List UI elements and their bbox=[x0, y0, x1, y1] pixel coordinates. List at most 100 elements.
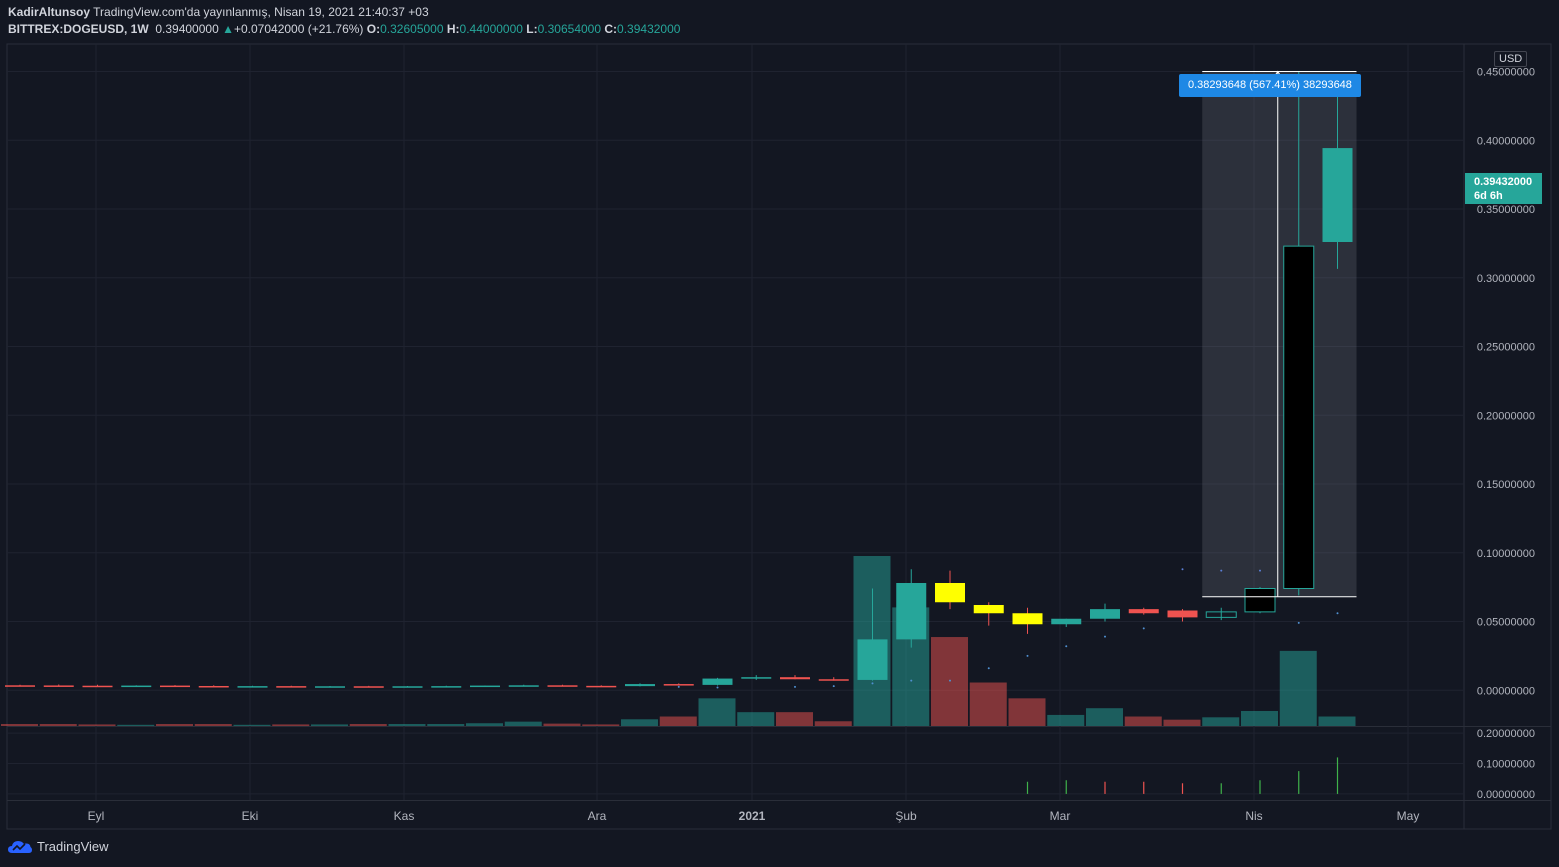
candle-body bbox=[857, 639, 888, 680]
candle-body bbox=[160, 685, 190, 688]
marker-dot bbox=[1336, 612, 1339, 615]
volume-bar bbox=[1202, 717, 1240, 726]
x-tick-label: Mar bbox=[1050, 809, 1071, 823]
y-tick-label: 0.15000000 bbox=[1477, 479, 1535, 491]
x-tick-label: Eyl bbox=[88, 809, 105, 823]
volume-bar bbox=[1086, 708, 1123, 726]
volume-bar bbox=[388, 724, 426, 726]
volume-bar bbox=[543, 723, 581, 726]
close-value: 0.39432000 bbox=[617, 22, 681, 36]
candle-body bbox=[1322, 148, 1353, 242]
volume-bar bbox=[466, 723, 503, 726]
volume-bar bbox=[776, 712, 813, 726]
marker-dot bbox=[987, 667, 990, 670]
currency-button[interactable]: USD bbox=[1494, 51, 1528, 67]
marker-dot bbox=[949, 679, 951, 682]
volume-bar bbox=[1, 724, 38, 726]
volume-bar bbox=[659, 716, 697, 726]
volume-bar bbox=[156, 724, 193, 726]
candle-body bbox=[1283, 245, 1315, 589]
x-tick-label: Şub bbox=[895, 809, 917, 823]
indicator-tick-label: 0.10000000 bbox=[1477, 759, 1535, 771]
candle-body bbox=[586, 685, 617, 688]
x-tick-label: Kas bbox=[394, 809, 415, 823]
y-tick-label: 0.20000000 bbox=[1477, 410, 1535, 422]
volume-bar bbox=[504, 721, 542, 726]
indicator-tick-label: 0.00000000 bbox=[1477, 789, 1535, 801]
marker-dot bbox=[1142, 627, 1145, 630]
marker-dot bbox=[832, 685, 835, 688]
marker-dot bbox=[1181, 568, 1184, 571]
candle-body bbox=[702, 678, 733, 685]
marker-dot bbox=[1104, 635, 1106, 638]
marker-dot bbox=[910, 679, 913, 682]
y-tick-label: 0.25000000 bbox=[1477, 342, 1535, 354]
volume-bar bbox=[427, 724, 465, 726]
candle-body bbox=[780, 677, 810, 680]
marker-dot bbox=[1220, 569, 1223, 572]
volume-bar bbox=[349, 724, 387, 726]
x-tick-label: Eki bbox=[242, 809, 259, 823]
y-tick-label: 0.10000000 bbox=[1477, 548, 1535, 560]
tradingview-logo[interactable]: TradingView bbox=[8, 839, 109, 854]
candle-body bbox=[353, 686, 384, 688]
volume-bar bbox=[582, 724, 620, 726]
high-value: 0.44000000 bbox=[459, 22, 523, 36]
candle-body bbox=[276, 686, 307, 688]
x-tick-label: May bbox=[1397, 809, 1420, 823]
volume-bar bbox=[78, 724, 116, 726]
candle-body bbox=[818, 679, 849, 681]
current-price-tag: 0.39432000 6d 6h bbox=[1465, 173, 1542, 204]
current-price-value: 0.39432000 bbox=[1474, 176, 1533, 188]
candle-body bbox=[547, 685, 578, 687]
candle-body bbox=[1128, 609, 1159, 614]
candle-body bbox=[1167, 610, 1198, 618]
volume-bar bbox=[194, 724, 232, 726]
y-tick-label: 0.05000000 bbox=[1477, 617, 1535, 629]
marker-dot bbox=[1026, 654, 1029, 657]
marker-dot bbox=[1297, 621, 1300, 624]
close-label: C: bbox=[604, 22, 618, 36]
volume-bar bbox=[1124, 716, 1162, 726]
volume-bar bbox=[1008, 698, 1046, 726]
y-tick-label: 0.30000000 bbox=[1477, 273, 1535, 285]
volume-bar bbox=[1318, 716, 1356, 726]
bar-countdown: 6d 6h bbox=[1474, 190, 1503, 202]
candle-body bbox=[1051, 618, 1082, 625]
candle-body bbox=[935, 583, 965, 603]
indicator-tick-label: 0.20000000 bbox=[1477, 728, 1535, 740]
volume-bar bbox=[814, 721, 852, 726]
low-value: 0.30654000 bbox=[537, 22, 602, 36]
candle-body bbox=[431, 686, 462, 688]
volume-bar bbox=[1047, 714, 1085, 726]
y-tick-label: 0.40000000 bbox=[1477, 135, 1535, 147]
volume-bar bbox=[931, 637, 968, 726]
symbol-label[interactable]: BITTREX:DOGEUSD, 1W bbox=[8, 22, 149, 36]
volume-bar bbox=[311, 724, 348, 726]
author-name[interactable]: KadirAltunsoy bbox=[8, 5, 91, 19]
candle-body bbox=[121, 685, 152, 688]
candle-body bbox=[1012, 613, 1043, 625]
price-change: +0.07042000 (+21.76%) bbox=[233, 22, 364, 36]
marker-dot bbox=[677, 685, 680, 688]
symbol-line: BITTREX:DOGEUSD, 1W 0.39400000 ▲+0.07042… bbox=[8, 22, 680, 36]
candle-body bbox=[82, 685, 113, 688]
footer-brand: TradingView bbox=[37, 839, 109, 854]
marker-dot bbox=[1259, 569, 1261, 572]
low-label: L: bbox=[526, 22, 538, 36]
publish-info: TradingView.com'da yayınlanmış, Nisan 19… bbox=[93, 5, 429, 19]
candle-body bbox=[315, 686, 345, 688]
x-tick-label: Nis bbox=[1245, 809, 1262, 823]
volume-bar bbox=[698, 698, 736, 726]
price-scale bbox=[1463, 43, 1552, 830]
candle-body bbox=[508, 685, 539, 687]
y-tick-label: 0.00000000 bbox=[1477, 685, 1535, 697]
candle-body bbox=[973, 605, 1004, 614]
open-label: O: bbox=[366, 22, 381, 36]
candle-body bbox=[43, 685, 74, 687]
candle-body bbox=[896, 583, 927, 640]
candle-body bbox=[625, 684, 655, 687]
candle-body bbox=[1205, 611, 1237, 618]
measure-label: 0.38293648 (567.41%) 38293648 bbox=[1179, 74, 1361, 97]
